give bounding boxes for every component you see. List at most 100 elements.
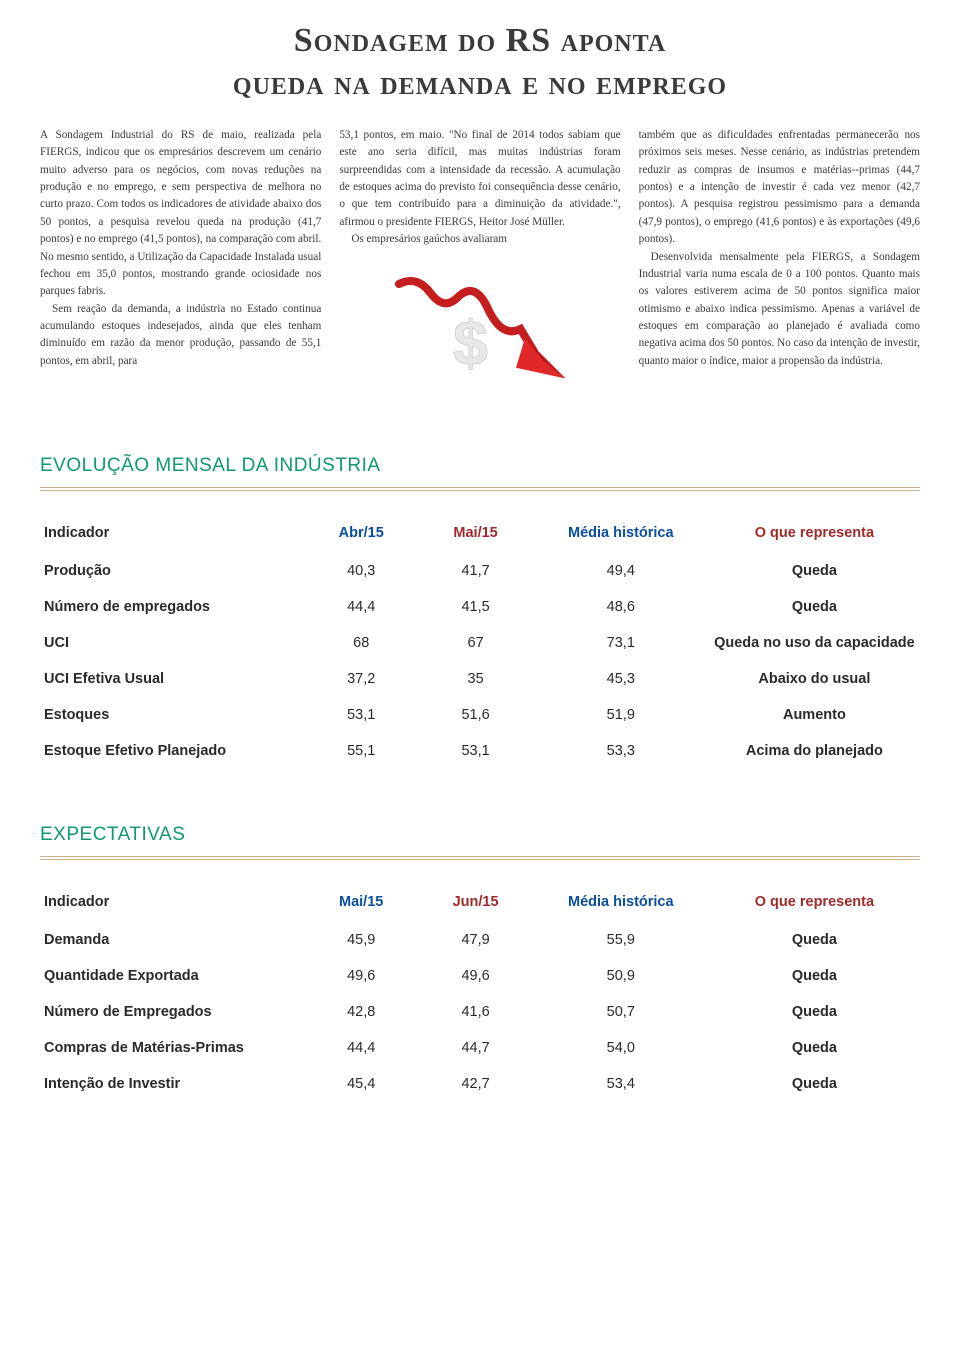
separator [40,856,920,857]
table-cell: 37,2 [304,661,418,697]
table-cell: 73,1 [533,625,709,661]
table-cell: Demanda [40,922,304,958]
table-cell: 49,6 [418,958,532,994]
table-cell: Produção [40,553,304,589]
table-block-2: EXPECTATIVAS Indicador Mai/15 Jun/15 Méd… [40,824,920,1102]
table-cell: UCI [40,625,304,661]
table-cell: 47,9 [418,922,532,958]
table-cell: 41,7 [418,553,532,589]
table-cell: Número de empregados [40,589,304,625]
section-title-1: EVOLUÇÃO MENSAL DA INDÚSTRIA [40,455,920,477]
th-representa: O que representa [709,519,920,553]
table-cell: Número de Empregados [40,994,304,1030]
table-cell: UCI Efetiva Usual [40,661,304,697]
table-cell: 55,1 [304,733,418,769]
decline-arrow-graphic: $ [339,259,620,405]
table-block-1: EVOLUÇÃO MENSAL DA INDÚSTRIA Indicador A… [40,455,920,769]
table-cell: 40,3 [304,553,418,589]
table-row: Estoques53,151,651,9Aumento [40,697,920,733]
table-header-row: Indicador Mai/15 Jun/15 Média histórica … [40,888,920,922]
col2-para2: Os empresários gaúchos avaliaram [339,231,620,248]
table-cell: 35 [418,661,532,697]
table-cell: 45,3 [533,661,709,697]
table-cell: Estoque Efetivo Planejado [40,733,304,769]
table-cell: 49,4 [533,553,709,589]
col1-para2: Sem reação da demanda, a indústria no Es… [40,301,321,370]
table-row: Número de Empregados42,841,650,7Queda [40,994,920,1030]
separator [40,490,920,491]
table-row: Quantidade Exportada49,649,650,9Queda [40,958,920,994]
table-cell: Queda [709,553,920,589]
table-row: UCI686773,1Queda no uso da capacidade [40,625,920,661]
table-cell: 50,7 [533,994,709,1030]
th-indicador: Indicador [40,888,304,922]
col1-para1: A Sondagem Industrial do RS de maio, rea… [40,127,321,301]
table-expectativas: Indicador Mai/15 Jun/15 Média histórica … [40,888,920,1102]
th-jun15: Jun/15 [418,888,532,922]
table-evolucao: Indicador Abr/15 Mai/15 Média histórica … [40,519,920,769]
title-line-1: Sondagem do RS aponta [294,22,666,59]
column-1: A Sondagem Industrial do RS de maio, rea… [40,127,321,405]
th-media: Média histórica [533,519,709,553]
table-row: Compras de Matérias-Primas44,444,754,0Qu… [40,1030,920,1066]
table-cell: Quantidade Exportada [40,958,304,994]
table-cell: Intenção de Investir [40,1066,304,1102]
table-cell: 42,7 [418,1066,532,1102]
table-cell: 54,0 [533,1030,709,1066]
table-row: Número de empregados44,441,548,6Queda [40,589,920,625]
table-cell: 45,9 [304,922,418,958]
table-cell: Compras de Matérias-Primas [40,1030,304,1066]
separator [40,487,920,488]
th-abr15: Abr/15 [304,519,418,553]
table-cell: 44,4 [304,589,418,625]
th-mai15: Mai/15 [304,888,418,922]
title-line-2: queda na demanda e no emprego [233,65,727,102]
svg-text:$: $ [453,309,488,379]
article-body: A Sondagem Industrial do RS de maio, rea… [40,127,920,405]
table-cell: 41,5 [418,589,532,625]
table-cell: Queda no uso da capacidade [709,625,920,661]
table-cell: Estoques [40,697,304,733]
table-cell: 68 [304,625,418,661]
table-cell: Queda [709,922,920,958]
table-cell: 53,3 [533,733,709,769]
table-header-row: Indicador Abr/15 Mai/15 Média histórica … [40,519,920,553]
th-indicador: Indicador [40,519,304,553]
col2-para1: 53,1 pontos, em maio. "No final de 2014 … [339,127,620,231]
table-cell: Queda [709,1066,920,1102]
page-title: Sondagem do RS aponta queda na demanda e… [40,20,920,105]
table-row: Produção40,341,749,4Queda [40,553,920,589]
table-cell: Queda [709,1030,920,1066]
table-cell: 53,1 [304,697,418,733]
table-cell: 53,1 [418,733,532,769]
decline-arrow-icon: $ [390,259,570,399]
th-media: Média histórica [533,888,709,922]
th-representa: O que representa [709,888,920,922]
table-cell: 51,6 [418,697,532,733]
table-row: Estoque Efetivo Planejado55,153,153,3Aci… [40,733,920,769]
table-cell: Aumento [709,697,920,733]
table-row: Intenção de Investir45,442,753,4Queda [40,1066,920,1102]
table-cell: 50,9 [533,958,709,994]
table-cell: 42,8 [304,994,418,1030]
table-cell: 53,4 [533,1066,709,1102]
column-2: 53,1 pontos, em maio. "No final de 2014 … [339,127,620,405]
table-cell: 49,6 [304,958,418,994]
th-mai15: Mai/15 [418,519,532,553]
table-cell: 55,9 [533,922,709,958]
table-cell: 41,6 [418,994,532,1030]
col3-para2: Desenvolvida mensalmente pela FIERGS, a … [639,249,920,371]
table-row: Demanda45,947,955,9Queda [40,922,920,958]
table-cell: Abaixo do usual [709,661,920,697]
separator [40,859,920,860]
table-cell: Queda [709,994,920,1030]
table-cell: 51,9 [533,697,709,733]
table-cell: 44,7 [418,1030,532,1066]
table-cell: 48,6 [533,589,709,625]
col3-para1: também que as dificuldades enfrentadas p… [639,127,920,249]
table-cell: 67 [418,625,532,661]
table-cell: Queda [709,958,920,994]
table-cell: Queda [709,589,920,625]
table-cell: Acima do planejado [709,733,920,769]
table-cell: 45,4 [304,1066,418,1102]
